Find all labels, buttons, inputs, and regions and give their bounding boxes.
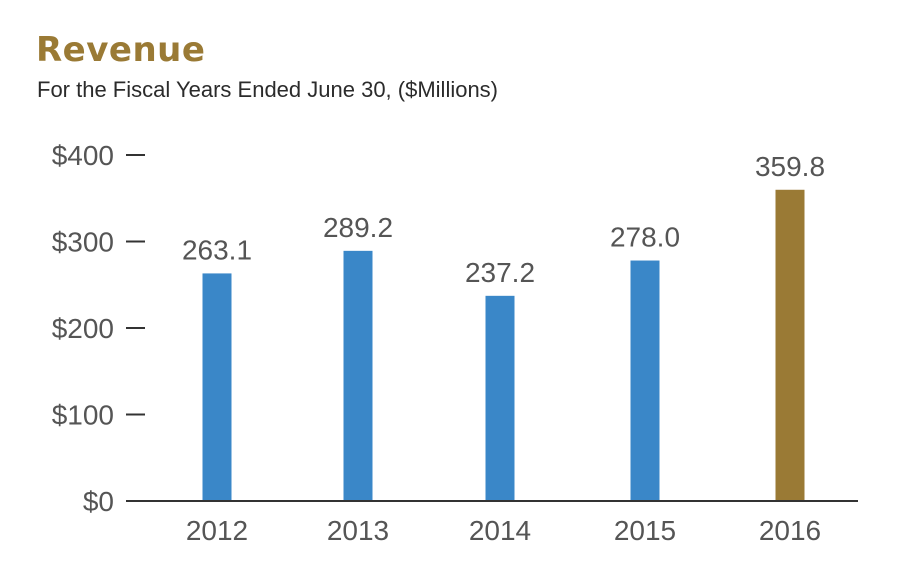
y-tick-label: $0 xyxy=(83,486,114,517)
value-label-2016: 359.8 xyxy=(755,151,825,182)
x-tick-label-2016: 2016 xyxy=(759,515,821,546)
value-label-2012: 263.1 xyxy=(182,234,252,265)
bar-2014 xyxy=(485,295,515,501)
y-tick-label: $100 xyxy=(52,400,114,431)
bar-2016 xyxy=(775,189,805,501)
x-axis: 2012 2013 2014 2015 2016 xyxy=(126,500,858,546)
bar-2013 xyxy=(343,250,373,501)
value-labels: 263.1 289.2 237.2 278.0 359.8 xyxy=(182,151,825,288)
x-tick-label-2012: 2012 xyxy=(186,515,248,546)
y-tick-label: $200 xyxy=(52,313,114,344)
value-label-2013: 289.2 xyxy=(323,212,393,243)
chart-title: Revenue xyxy=(36,30,206,70)
x-tick-label-2014: 2014 xyxy=(469,515,531,546)
y-tick-label: $300 xyxy=(52,227,114,258)
bars xyxy=(202,189,805,501)
value-label-2015: 278.0 xyxy=(610,222,680,253)
x-tick-label-2013: 2013 xyxy=(327,515,389,546)
y-axis: $0 $100 $200 $300 $400 xyxy=(52,140,145,517)
chart-subtitle: For the Fiscal Years Ended June 30, ($Mi… xyxy=(37,77,499,102)
x-tick-label-2015: 2015 xyxy=(614,515,676,546)
value-label-2014: 237.2 xyxy=(465,257,535,288)
bar-2012 xyxy=(202,273,232,501)
y-tick-label: $400 xyxy=(52,140,114,171)
bar-2015 xyxy=(630,260,660,501)
